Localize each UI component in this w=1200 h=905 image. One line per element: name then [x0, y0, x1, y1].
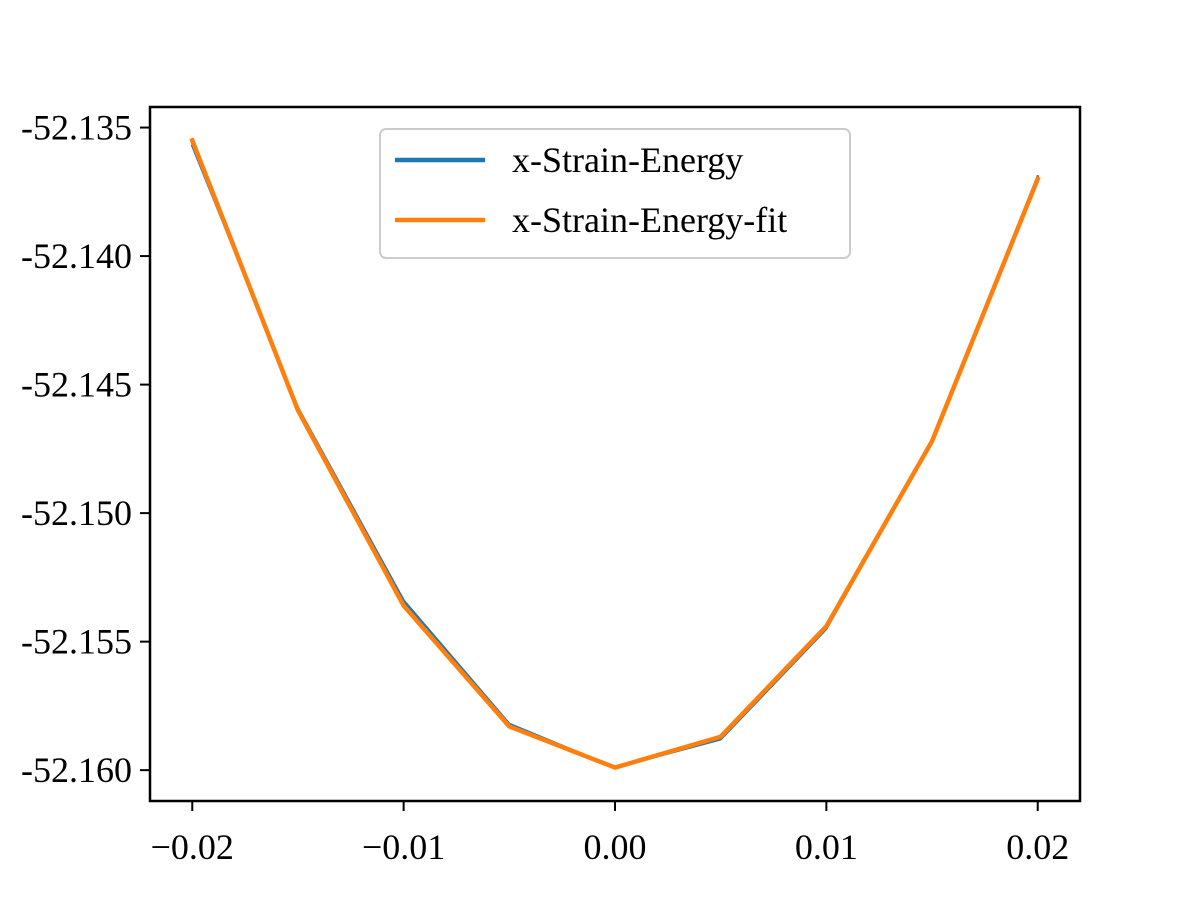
plot-lines — [189, 137, 1041, 770]
y-tick-label: -52.150 — [21, 493, 132, 533]
y-axis: -52.135 -52.140 -52.145 -52.150 -52.155 -52.1… — [21, 108, 150, 790]
y-tick-label: -52.135 — [21, 108, 132, 148]
y-tick-label: -52.145 — [21, 365, 132, 405]
x-tick-label: 0.01 — [795, 827, 858, 867]
y-tick-label: -52.140 — [21, 236, 132, 276]
x-tick-label: −0.01 — [362, 827, 445, 867]
legend: x-Strain-Energy x-Strain-Energy-fit — [379, 128, 851, 259]
legend-label-2: x-Strain-Energy-fit — [512, 200, 787, 240]
x-tick-label: 0.02 — [1006, 827, 1069, 867]
x-tick-label: 0.00 — [584, 827, 647, 867]
series-line-2 — [189, 137, 1041, 770]
y-tick-label: -52.160 — [21, 750, 132, 790]
legend-label-1: x-Strain-Energy — [512, 140, 743, 180]
legend-box — [379, 128, 851, 259]
x-tick-label: −0.02 — [151, 827, 234, 867]
y-tick-label: -52.155 — [21, 622, 132, 662]
plot-frame — [148, 105, 1082, 803]
x-axis: −0.02 −0.01 0.00 0.01 0.02 — [151, 801, 1069, 867]
